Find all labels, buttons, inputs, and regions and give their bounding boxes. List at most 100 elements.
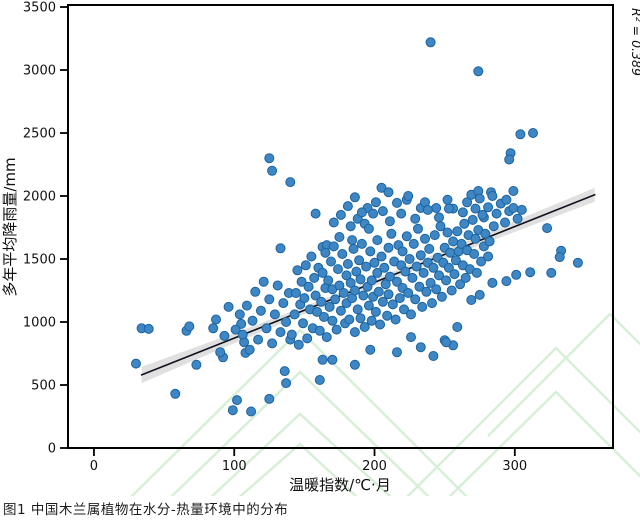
data-point bbox=[459, 218, 470, 229]
data-point bbox=[434, 270, 444, 281]
data-point bbox=[414, 281, 425, 292]
y-tick-label: 1500 bbox=[23, 253, 56, 268]
data-point bbox=[407, 272, 418, 283]
data-point bbox=[511, 269, 522, 280]
data-point bbox=[331, 324, 342, 335]
data-point bbox=[528, 128, 538, 138]
data-point bbox=[445, 247, 456, 258]
data-point bbox=[323, 275, 334, 286]
data-point bbox=[354, 255, 365, 266]
data-point bbox=[312, 306, 322, 317]
data-point bbox=[244, 344, 255, 355]
data-point bbox=[349, 327, 360, 338]
data-point bbox=[372, 235, 383, 246]
data-point bbox=[417, 301, 428, 312]
data-point bbox=[291, 288, 301, 298]
data-point bbox=[471, 267, 482, 278]
data-point bbox=[219, 330, 230, 341]
data-point bbox=[230, 324, 241, 335]
data-point bbox=[515, 129, 526, 140]
data-point bbox=[208, 323, 219, 334]
data-point bbox=[413, 223, 423, 234]
data-point bbox=[253, 334, 264, 345]
data-point bbox=[392, 347, 402, 358]
data-point bbox=[415, 342, 426, 353]
data-point bbox=[384, 216, 395, 227]
data-point bbox=[462, 197, 473, 208]
figure-caption: 图1 中国木兰属植物在水分-热量环境中的分布 bbox=[3, 502, 289, 518]
data-point bbox=[334, 280, 345, 291]
data-point bbox=[338, 288, 349, 298]
data-point bbox=[383, 187, 394, 198]
data-point bbox=[215, 347, 226, 358]
data-point bbox=[477, 209, 488, 220]
data-point bbox=[289, 309, 300, 320]
data-point bbox=[191, 359, 202, 370]
data-point bbox=[483, 202, 494, 213]
data-point bbox=[234, 309, 245, 320]
data-point bbox=[434, 212, 444, 223]
data-point bbox=[397, 246, 408, 257]
data-point bbox=[424, 243, 435, 254]
data-point bbox=[267, 338, 278, 349]
data-point bbox=[327, 354, 338, 365]
data-point bbox=[512, 213, 523, 224]
data-point bbox=[344, 314, 355, 325]
y-tick-label: 2000 bbox=[23, 190, 56, 205]
data-point bbox=[369, 257, 380, 268]
data-point bbox=[428, 262, 439, 273]
data-point bbox=[352, 304, 363, 315]
data-point bbox=[384, 271, 395, 282]
x-tick-label: 200 bbox=[362, 459, 387, 474]
data-point bbox=[446, 285, 457, 296]
data-point bbox=[377, 296, 388, 307]
data-point bbox=[488, 221, 499, 232]
data-point bbox=[349, 285, 360, 296]
data-point bbox=[382, 310, 393, 321]
data-point bbox=[363, 300, 374, 311]
data-point bbox=[237, 329, 248, 340]
data-point bbox=[348, 243, 359, 254]
data-point bbox=[457, 207, 468, 218]
data-point bbox=[504, 154, 515, 165]
data-point bbox=[441, 275, 452, 286]
data-point bbox=[285, 177, 296, 188]
plot-frame bbox=[67, 4, 614, 449]
data-point bbox=[415, 250, 426, 261]
x-axis-title: 温暖指数/℃·月 bbox=[289, 476, 391, 494]
data-point bbox=[431, 203, 442, 213]
data-point bbox=[342, 259, 353, 269]
data-point bbox=[184, 321, 195, 332]
data-point bbox=[436, 291, 447, 302]
data-point bbox=[383, 289, 394, 300]
data-point bbox=[484, 236, 495, 247]
data-point bbox=[466, 295, 477, 305]
data-point bbox=[508, 203, 519, 213]
data-point bbox=[326, 256, 336, 267]
x-tick-label: 100 bbox=[222, 459, 247, 474]
data-point bbox=[365, 246, 376, 257]
data-point bbox=[473, 66, 484, 77]
data-point bbox=[264, 153, 275, 164]
data-point bbox=[452, 226, 463, 237]
data-point bbox=[377, 206, 388, 217]
data-point bbox=[314, 325, 325, 336]
data-point bbox=[400, 266, 411, 277]
data-point bbox=[460, 272, 471, 283]
data-point bbox=[491, 208, 502, 219]
y-tick-label: 3000 bbox=[23, 64, 56, 79]
data-point bbox=[298, 318, 308, 329]
data-point bbox=[281, 378, 292, 389]
data-point bbox=[392, 276, 402, 287]
data-point bbox=[379, 262, 390, 273]
data-point bbox=[542, 223, 553, 234]
data-point bbox=[335, 209, 346, 220]
data-point bbox=[500, 217, 510, 228]
data-point bbox=[370, 197, 381, 208]
data-point bbox=[546, 267, 557, 278]
data-point bbox=[501, 194, 512, 205]
data-point bbox=[170, 388, 181, 399]
data-point bbox=[359, 322, 370, 332]
data-point bbox=[474, 193, 485, 204]
data-point bbox=[467, 214, 478, 225]
